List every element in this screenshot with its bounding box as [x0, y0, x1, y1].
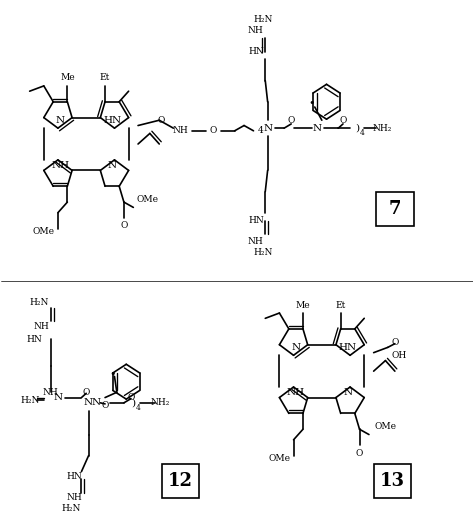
Text: N: N [56, 116, 65, 125]
Text: HN: HN [66, 472, 82, 481]
Text: NH: NH [34, 322, 49, 331]
Text: NH: NH [173, 126, 188, 135]
Text: NH: NH [248, 26, 264, 35]
Text: H₂N: H₂N [20, 396, 39, 405]
Text: OMe: OMe [33, 227, 55, 236]
Text: NH: NH [66, 493, 82, 502]
Text: HN: HN [27, 335, 42, 344]
Text: 4: 4 [359, 130, 365, 138]
FancyBboxPatch shape [376, 192, 414, 226]
Text: NH: NH [287, 388, 305, 397]
Text: Me: Me [60, 73, 75, 82]
Text: HN: HN [248, 47, 264, 56]
Text: Et: Et [100, 73, 110, 82]
Text: 4: 4 [258, 126, 264, 135]
Text: O: O [82, 388, 90, 397]
Text: NH: NH [43, 388, 59, 397]
Text: O: O [128, 393, 135, 402]
Text: N: N [91, 398, 100, 407]
Text: N: N [343, 388, 352, 397]
Text: H₂N: H₂N [253, 15, 273, 24]
Text: N: N [84, 398, 93, 407]
Text: Me: Me [296, 301, 310, 310]
Text: OMe: OMe [268, 454, 291, 463]
Text: HN: HN [339, 343, 357, 352]
Text: H₂N: H₂N [253, 248, 273, 257]
Text: •: • [110, 369, 116, 379]
Text: N: N [54, 393, 63, 402]
Text: O: O [391, 338, 399, 347]
Text: •: • [308, 98, 315, 108]
Text: O: O [339, 116, 346, 125]
Text: HN: HN [248, 216, 264, 225]
Text: O: O [120, 221, 128, 230]
Text: H₂N: H₂N [29, 298, 49, 307]
Text: H₂N: H₂N [62, 504, 81, 513]
Text: N: N [108, 161, 117, 169]
Text: Et: Et [336, 301, 346, 310]
Text: OMe: OMe [374, 422, 396, 431]
Text: HN: HN [103, 116, 121, 125]
Text: O: O [158, 116, 165, 125]
Text: N: N [263, 124, 272, 133]
FancyBboxPatch shape [162, 464, 199, 498]
Text: OH: OH [392, 351, 407, 360]
Text: O: O [356, 449, 363, 458]
Text: N: N [292, 343, 301, 352]
Text: NH₂: NH₂ [373, 124, 392, 133]
Text: NH: NH [248, 237, 264, 246]
Text: NH: NH [51, 161, 69, 169]
Text: N: N [312, 124, 322, 133]
Text: 7: 7 [389, 200, 401, 218]
Text: NH₂: NH₂ [151, 398, 170, 407]
Text: O: O [288, 116, 295, 125]
Text: O: O [101, 401, 109, 410]
FancyBboxPatch shape [374, 464, 411, 498]
Text: ): ) [355, 124, 359, 133]
Text: OMe: OMe [137, 195, 158, 204]
Text: 12: 12 [168, 472, 193, 490]
Text: ): ) [131, 398, 136, 407]
Text: 4: 4 [136, 404, 140, 412]
Text: 13: 13 [380, 472, 405, 490]
Text: O: O [210, 126, 217, 135]
